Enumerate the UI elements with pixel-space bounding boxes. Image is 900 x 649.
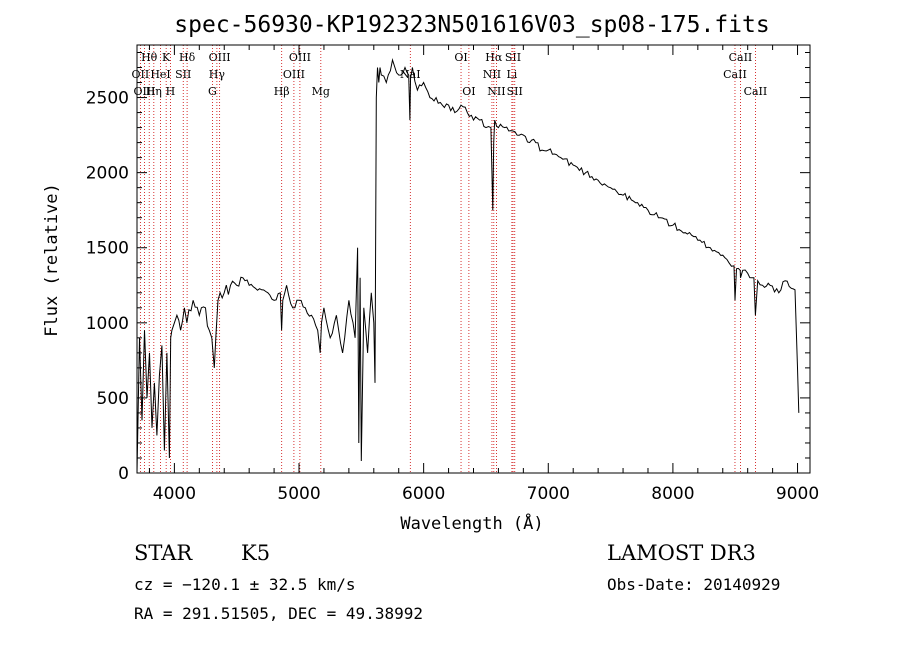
marker-label-20: NII [483, 68, 501, 81]
spectral-class: STAR [134, 541, 193, 565]
marker-label-24: SII [507, 85, 523, 98]
marker-label-13: OIII [289, 51, 311, 64]
marker-label-15: Mg [312, 85, 330, 98]
marker-label-14: OIII [283, 68, 305, 81]
marker-label-22: SII [505, 51, 521, 64]
marker-label-6: SII [175, 68, 191, 81]
y-tick-label-3: 1500 [86, 239, 129, 259]
observation-date: Obs-Date: 20140929 [607, 575, 781, 594]
survey-name: LAMOST DR3 [607, 541, 756, 565]
marker-label-17: OI [454, 51, 467, 64]
x-axis-label: Wavelength (Å) [400, 512, 543, 534]
y-tick-label-5: 2500 [86, 89, 129, 109]
marker-label-7: H [166, 85, 176, 98]
x-tick-label-0: 4000 [153, 484, 196, 504]
marker-label-19: Hα [485, 51, 503, 64]
marker-label-4: HeI [150, 68, 170, 81]
y-tick-label-1: 500 [97, 389, 129, 409]
marker-label-9: OIII [209, 51, 231, 64]
marker-label-21: NII [487, 85, 505, 98]
marker-label-26: CaII [723, 68, 747, 81]
x-tick-label-4: 8000 [651, 484, 694, 504]
axis-ticks: 4000 5000 6000 7000 8000 9000 0 500 1000 1500 2000… [86, 45, 819, 504]
chart-title: spec-56930-KP192323N501616V03_sp08-175.f… [174, 12, 769, 38]
y-tick-label-2: 1000 [86, 314, 129, 334]
x-tick-label-3: 7000 [527, 484, 570, 504]
marker-label-1: OII [132, 68, 150, 81]
y-tick-label-0: 0 [118, 464, 129, 484]
marker-label-0: Hθ [141, 51, 158, 64]
marker-label-10: Hγ [209, 68, 226, 81]
marker-label-8: Hδ [179, 51, 196, 64]
x-tick-label-1: 5000 [277, 484, 320, 504]
marker-label-25: CaII [729, 51, 753, 64]
marker-label-12: Hβ [274, 85, 290, 98]
x-tick-label-5: 9000 [776, 484, 819, 504]
spectral-subclass: K5 [241, 541, 271, 565]
marker-label-18: OI [462, 85, 475, 98]
marker-label-2: OIII [133, 85, 155, 98]
plot-frame [136, 44, 811, 474]
marker-label-27: CaII [744, 85, 768, 98]
y-axis-label: Flux (relative) [42, 183, 62, 337]
ra-dec-coordinates: RA = 291.51505, DEC = 49.38992 [134, 604, 423, 623]
y-tick-label-4: 2000 [86, 164, 129, 184]
redshift-cz: cz = −120.1 ± 32.5 km/s [134, 575, 356, 594]
marker-label-23: Li [506, 68, 517, 81]
spectrum-line [136, 58, 800, 474]
marker-label-11: G [208, 85, 217, 98]
x-tick-label-2: 6000 [402, 484, 445, 504]
marker-label-3: K [162, 51, 171, 64]
emission-line-markers: Hθ OII OIII K HeI Hη SII H Hδ OIII Hγ G Hβ OIII OIII Mg… [132, 45, 768, 473]
marker-label-5: Hη [146, 85, 162, 98]
